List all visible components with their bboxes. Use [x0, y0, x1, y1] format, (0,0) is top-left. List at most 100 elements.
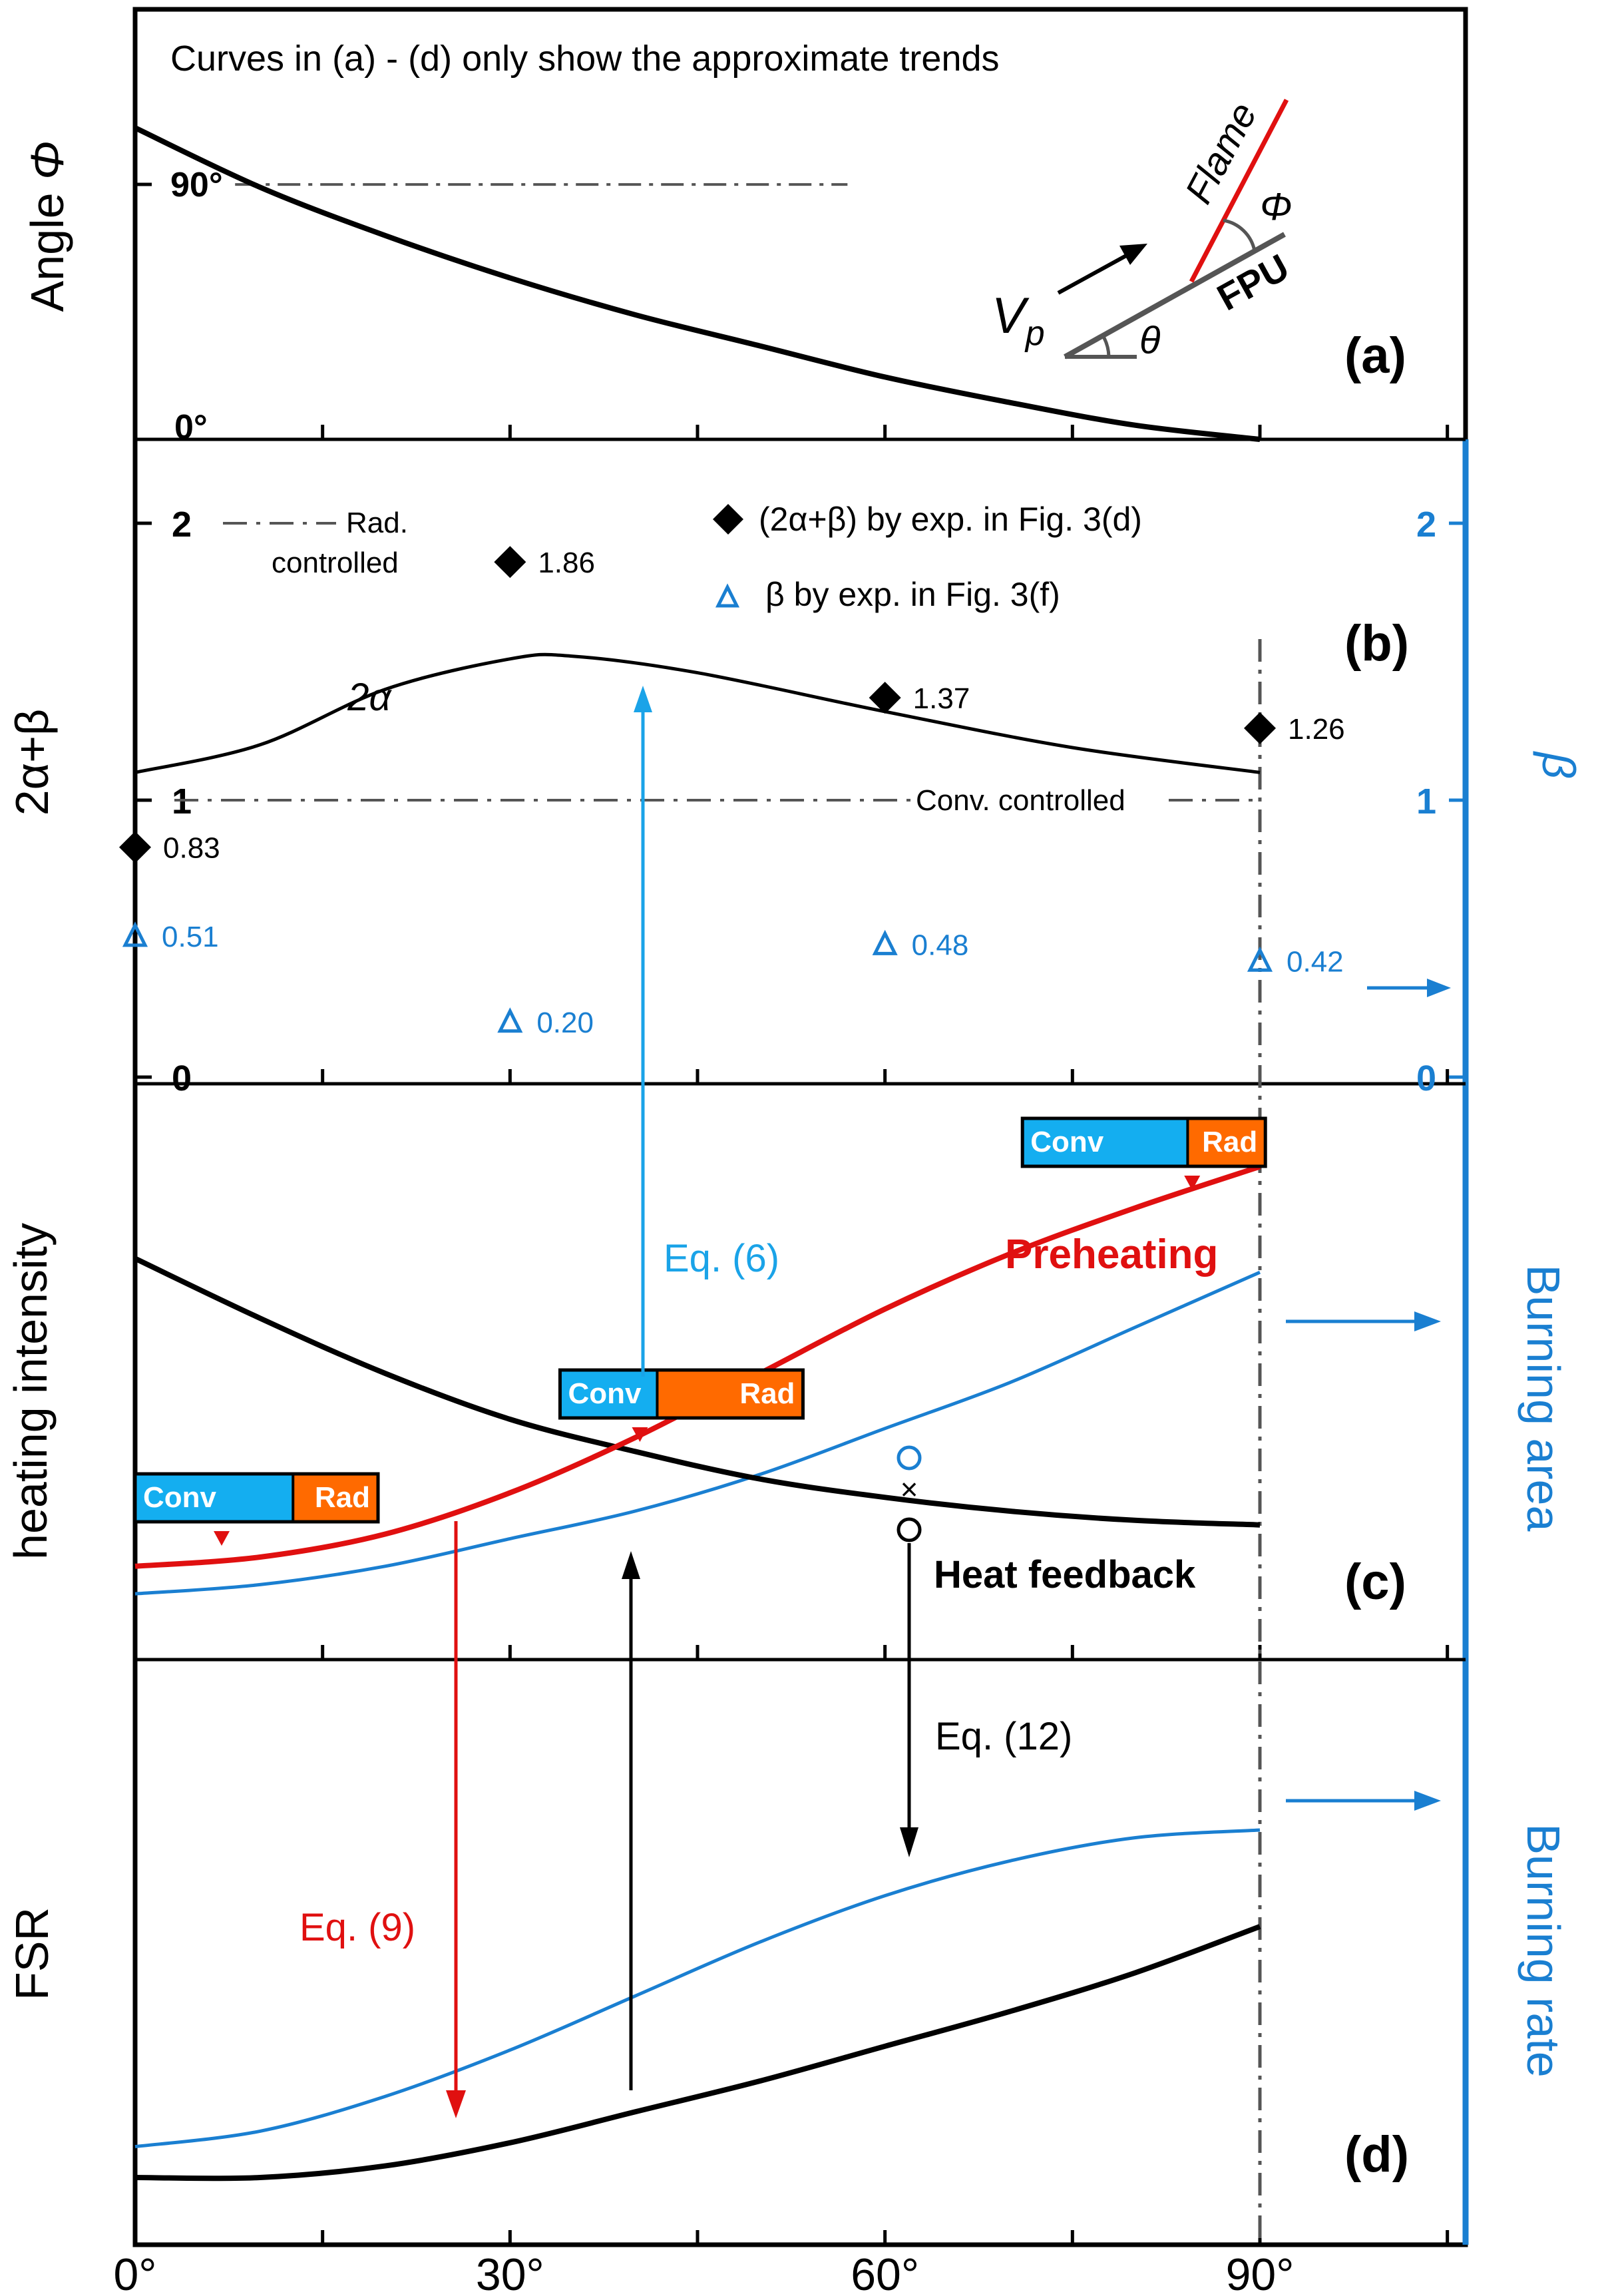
exp-beta-value: 0.42 [1287, 945, 1344, 978]
panel-c-right-label: Burning area [1517, 1265, 1569, 1532]
burning-area-right-arrow-head [1414, 1311, 1441, 1331]
panel-d-right-label: Burning rate [1517, 1823, 1569, 2077]
exp-beta-point [872, 929, 898, 955]
multiply-sign: × [901, 1472, 918, 1506]
header-note: Curves in (a) - (d) only show the approx… [170, 39, 1000, 79]
panel-a-ylabel-text: Angle [21, 180, 73, 312]
heat-split-box: Conv Rad [558, 1368, 805, 1442]
burning-area-marker-circle [897, 1445, 922, 1471]
conv-label: Conv [143, 1481, 217, 1514]
x-axis-tick-labels: 0° 30° 60° 90° [113, 2249, 1294, 2296]
x-tick-label: 30° [476, 2249, 544, 2296]
y-tick-label-left: 0 [172, 1058, 192, 1098]
box-frame [558, 1368, 805, 1420]
y-tick-label-left: 2 [172, 505, 192, 545]
rad-label-line1: Rad. [346, 507, 408, 539]
rad-segment [293, 1474, 378, 1522]
panel-b-legend: (2α+β) by exp. in Fig. 3(d) β by exp. in… [713, 501, 1142, 613]
beta-right-arrow-head [1427, 979, 1451, 997]
panel-a-tag: (a) [1344, 328, 1406, 384]
panel-c: heating intensity Burning area Conv RadCo… [5, 686, 1569, 1610]
panel-d: FSR Burning rate Eq. (9) Eq. (12) (d) [6, 1521, 1569, 2183]
exp-2alpha-beta-point [119, 831, 151, 863]
eq9-arrow-head [446, 2090, 466, 2118]
y-tick-label-right: 0 [1416, 1058, 1436, 1098]
exp-2alpha-beta-point [494, 546, 526, 578]
heat-feedback-marker-circle [897, 1517, 922, 1542]
flame-line [1189, 99, 1289, 283]
heat-feedback-curve [134, 1256, 1261, 1528]
exp-beta-point [122, 921, 148, 947]
rad-label: Rad [739, 1377, 795, 1410]
panel-a-tick-0: 0° [174, 408, 208, 447]
box-frame [1020, 1116, 1267, 1168]
exp-beta-point [497, 1007, 523, 1033]
exp-beta-value: 0.51 [162, 921, 219, 953]
panel-a: Curves in (a) - (d) only show the approx… [21, 39, 1406, 447]
conv-label: Conv [1030, 1126, 1104, 1158]
theta-symbol: θ [1139, 319, 1160, 362]
rad-segment [1187, 1118, 1266, 1166]
panel-d-ylabel: FSR [6, 1907, 58, 2000]
legend-black-label: (2α+β) by exp. in Fig. 3(d) [759, 501, 1142, 538]
burning-rate-right-arrow-head [1414, 1791, 1441, 1811]
eq9-label: Eq. (9) [300, 1906, 415, 1949]
legend-diamond-marker [713, 504, 743, 535]
exp-2alpha-beta-point [869, 682, 901, 714]
box-pointer [632, 1427, 648, 1442]
eq6-arrow-head [634, 686, 652, 712]
burning-rate-curve [134, 1828, 1261, 2149]
conv-segment [135, 1474, 294, 1522]
velocity-arrow-head [1119, 244, 1147, 265]
panel-b-experimental-points: 0.83 1.86 1.37 1.26 0.51 0.20 0.48 0.42 [119, 546, 1345, 1039]
heat-feedback-label: Heat feedback [934, 1553, 1196, 1596]
box-pointer [214, 1531, 230, 1546]
heat-split-box: Conv Rad [1020, 1116, 1267, 1190]
burning-area-curve [134, 1270, 1261, 1596]
x-tick-label: 0° [113, 2249, 156, 2296]
conv-segment [560, 1370, 658, 1418]
exp-beta-value: 0.48 [912, 929, 969, 961]
eq6-label: Eq. (6) [664, 1237, 779, 1280]
rad-label: Rad [1202, 1126, 1257, 1158]
panel-b-right-label: β [1533, 751, 1585, 779]
phi-curve [134, 125, 1261, 442]
legend-triangle-marker [715, 583, 740, 608]
conv-label: Conv [568, 1377, 642, 1410]
y-tick-label-right: 2 [1416, 505, 1436, 545]
flame-label: Flame [1177, 95, 1265, 210]
exp-beta-point [1247, 946, 1273, 972]
legend-blue-label: β by exp. in Fig. 3(f) [765, 576, 1060, 613]
exp-2alpha-beta-value: 1.86 [538, 547, 595, 579]
exp-2alpha-beta-value: 1.26 [1288, 713, 1345, 746]
x-tick-label: 60° [851, 2249, 919, 2296]
rad-segment [657, 1370, 803, 1418]
preheating-label: Preheating [1005, 1232, 1218, 1277]
conv-controlled-label: Conv. controlled [916, 784, 1125, 817]
panel-b-ticks: 210210 [135, 505, 1466, 1098]
two-alpha-curve [134, 652, 1261, 774]
panel-b-ylabel: 2α+β [6, 709, 58, 816]
velocity-symbol: V [992, 288, 1030, 344]
box-pointer [1184, 1176, 1201, 1190]
fpu-label: FPU [1210, 246, 1296, 318]
rad-label: Rad [315, 1481, 370, 1514]
conv-segment [1022, 1118, 1188, 1166]
heat-split-boxes: Conv Rad Conv Rad Conv Rad [133, 1116, 1267, 1546]
eq12-label: Eq. (12) [935, 1715, 1072, 1758]
velocity-label: Vp [992, 288, 1045, 353]
heat-split-box: Conv Rad [133, 1472, 380, 1546]
panel-c-ylabel: heating intensity [5, 1223, 57, 1560]
fsr-curve [134, 1924, 1261, 2181]
exp-2alpha-beta-point [1244, 712, 1276, 744]
panel-a-tick-90: 90° [170, 166, 223, 204]
panel-d-tag: (d) [1344, 2126, 1409, 2183]
theta-arc [1101, 334, 1111, 357]
x-axis-ticks [133, 425, 1450, 2245]
fsr-to-burning-area-arrow-head [622, 1551, 640, 1579]
y-tick-label-right: 1 [1416, 782, 1436, 821]
velocity-subscript: p [1024, 314, 1045, 353]
flame-schematic-inset: Flame Φ FPU Vp θ [992, 95, 1296, 362]
exp-2alpha-beta-value: 0.83 [163, 832, 220, 865]
